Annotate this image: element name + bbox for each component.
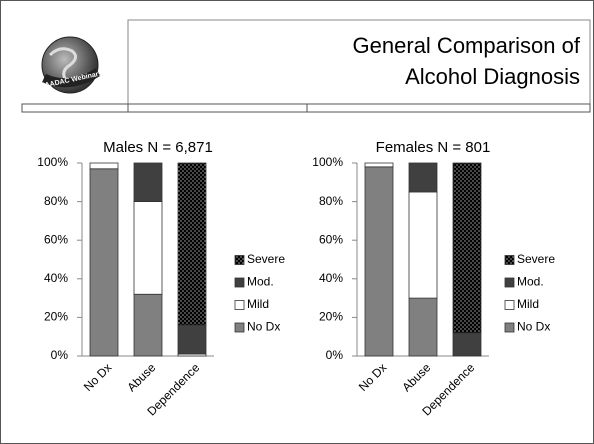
y-tick-label: 0% <box>326 348 344 362</box>
legend-label: Mod. <box>247 275 274 289</box>
bar-segment <box>452 162 482 334</box>
y-tick-label: 20% <box>44 310 68 324</box>
legend-swatch <box>234 322 245 333</box>
legend-swatch <box>234 277 245 288</box>
legend-swatch <box>504 255 515 265</box>
y-tick-label: 0% <box>51 348 69 362</box>
y-tick-label: 40% <box>44 271 68 285</box>
bar-segment <box>89 168 119 357</box>
legend-swatch <box>234 300 245 310</box>
bar-segment <box>408 191 438 299</box>
bar-segment <box>89 162 119 170</box>
legend-swatch <box>504 277 515 288</box>
chart-title: Females N = 801 <box>376 139 491 156</box>
chart-title: Males N = 6,871 <box>103 139 213 156</box>
bar-segment <box>133 293 163 357</box>
header-bar <box>21 103 591 113</box>
logo: NAADAC Webinars <box>39 36 103 94</box>
y-tick-label: 80% <box>44 194 68 208</box>
legend-label: No Dx <box>517 320 550 334</box>
legend-label: No Dx <box>247 320 280 334</box>
y-tick-label: 100% <box>37 155 68 169</box>
y-tick-label: 80% <box>319 194 343 208</box>
bar-segment <box>408 297 438 357</box>
bar-segment <box>177 162 207 326</box>
y-tick-label: 60% <box>319 232 343 246</box>
legend-swatch <box>504 300 515 310</box>
legend-label: Severe <box>517 252 555 266</box>
legend-label: Mild <box>247 297 269 311</box>
legend-label: Mild <box>517 297 539 311</box>
bar-segment <box>133 201 163 295</box>
y-tick-label: 20% <box>319 310 343 324</box>
bar-segment <box>408 162 438 193</box>
bar-segment <box>364 166 394 357</box>
y-tick-label: 60% <box>44 232 68 246</box>
slide-title: Alcohol Diagnosis <box>405 64 580 89</box>
y-tick-label: 100% <box>312 155 343 169</box>
bar-segment <box>364 162 394 168</box>
bar-segment <box>452 332 482 357</box>
legend-swatch <box>504 322 515 333</box>
slide-title: General Comparison of <box>353 33 581 58</box>
legend-label: Severe <box>247 252 285 266</box>
bar-segment <box>177 324 207 355</box>
legend-swatch <box>234 255 245 265</box>
y-tick-label: 40% <box>319 271 343 285</box>
legend-label: Mod. <box>517 275 544 289</box>
bar-segment <box>133 162 163 202</box>
